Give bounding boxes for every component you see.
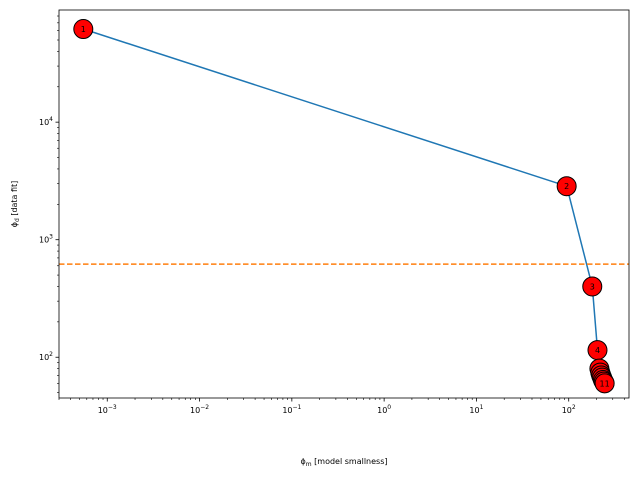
y-tick-label: 102 (39, 351, 53, 362)
data-markers: 1234567891011 (73, 19, 615, 394)
x-tick-label: 102 (562, 404, 576, 415)
data-point-marker (582, 276, 603, 297)
x-tick-label: 10−1 (282, 404, 301, 415)
x-tick-label: 10−2 (190, 404, 209, 415)
data-point-marker (594, 373, 615, 394)
y-axis-label: ϕd [data fit] (10, 181, 21, 228)
data-point-marker (73, 19, 94, 40)
x-axis-label: ϕm [model smallness] (300, 457, 387, 468)
data-point-marker (556, 176, 577, 197)
data-point-label: 1 (81, 25, 86, 34)
y-tick-label: 103 (39, 234, 53, 245)
x-tick-label: 10−3 (98, 404, 117, 415)
x-tick-label: 100 (377, 404, 391, 415)
data-point-label: 2 (564, 182, 569, 191)
axis-ticks: 10−3 10−2 10−1 100 101 102 102 103 104 (39, 15, 625, 415)
data-point-label: 4 (595, 346, 600, 355)
data-point-label: 11 (600, 379, 610, 388)
data-point-label: 3 (590, 282, 595, 291)
plot-frame (58, 9, 630, 399)
x-tick-label: 101 (469, 404, 483, 415)
y-tick-label: 104 (39, 116, 53, 127)
